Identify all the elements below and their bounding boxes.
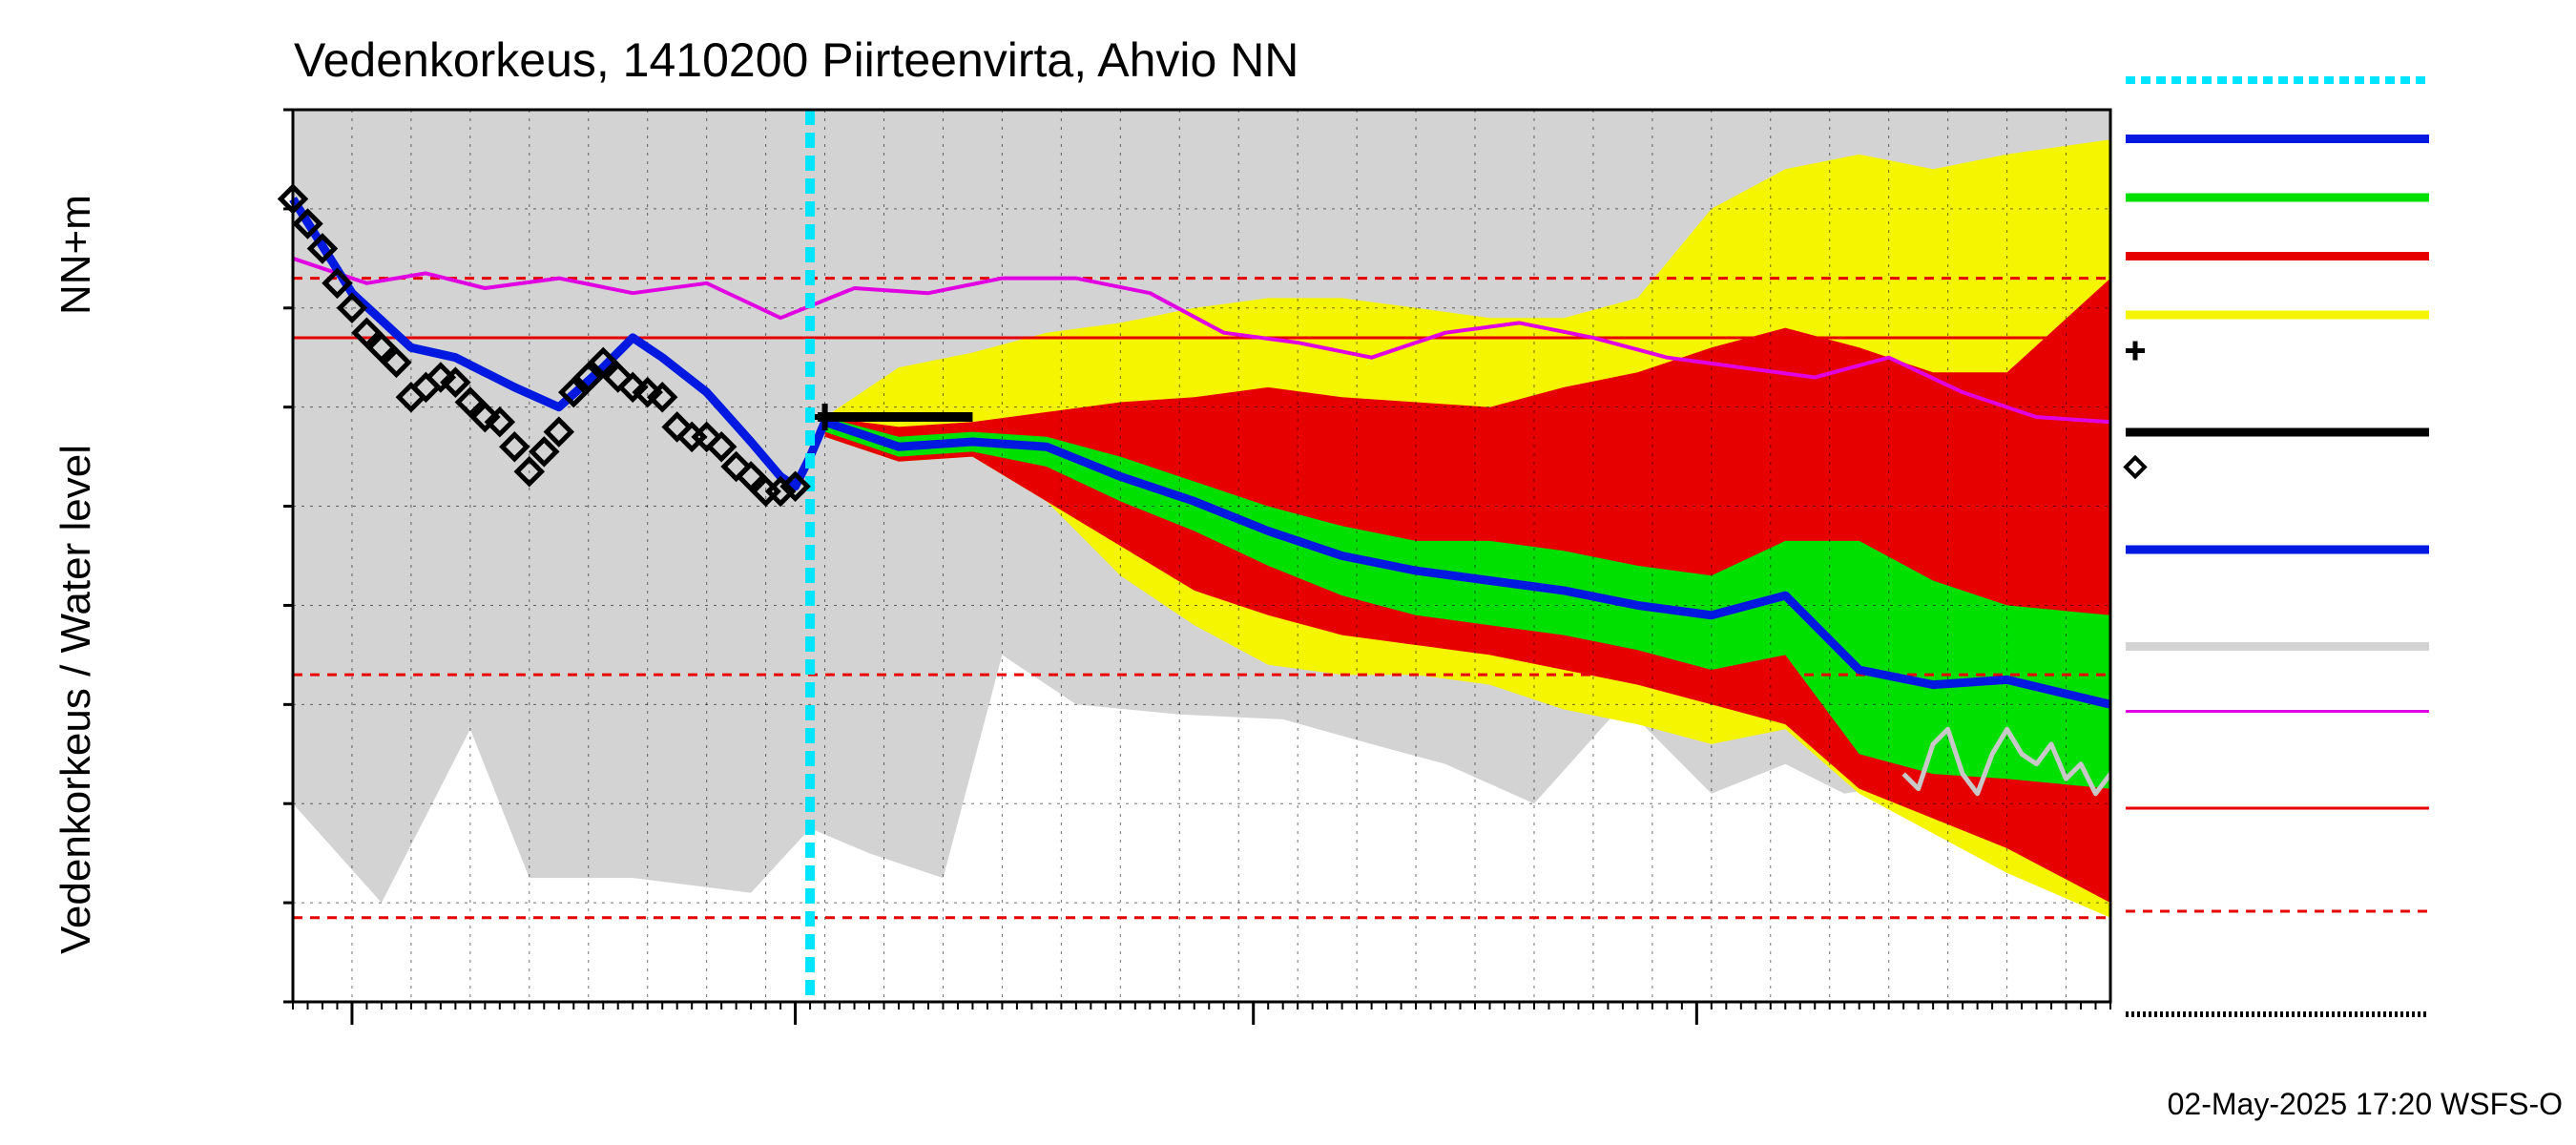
observed-point [529,436,560,468]
observed-point [499,430,530,463]
y-axis-unit-label: NN+m [52,195,99,315]
observed-point [440,366,471,398]
y-axis-label: Vedenkorkeus / Water level [52,445,99,954]
lowest-scenario-line [1901,726,2113,797]
observed-point [705,430,737,463]
forecast-median-line [823,417,2112,709]
observed-point [381,346,412,379]
mean-peak-marker [811,404,839,431]
observed-point [513,455,546,488]
observed-point [365,332,398,364]
observed-point [572,362,605,393]
y-axis [283,108,293,1004]
observed-point [336,292,368,324]
observed-point [587,346,619,379]
legend-diamond-icon [2123,454,2148,480]
legend [2123,76,2429,1017]
plot-frame [291,108,2112,1004]
plot-area [277,108,2113,1004]
observed-point [646,382,678,413]
legend-plus-icon [2126,341,2145,361]
observed-point [322,267,353,300]
observed-point [735,461,767,492]
x-axis [292,1002,2111,1025]
observed-point [306,233,339,264]
footer-timestamp: 02-May-2025 17:20 WSFS-O [2168,1087,2563,1121]
observed-point [351,317,383,349]
chart-title: Vedenkorkeus, 1410200 Piirteenvirta, Ahv… [294,33,1298,87]
observation-median-line [292,256,2111,425]
forecast-25-75-area [824,417,2110,789]
observed-point [543,416,575,448]
observed-point [779,470,811,503]
observed-point [484,406,516,438]
observed-point [277,183,309,215]
observed-point [292,208,323,239]
observed-point [558,376,590,408]
observed-point [454,386,487,418]
